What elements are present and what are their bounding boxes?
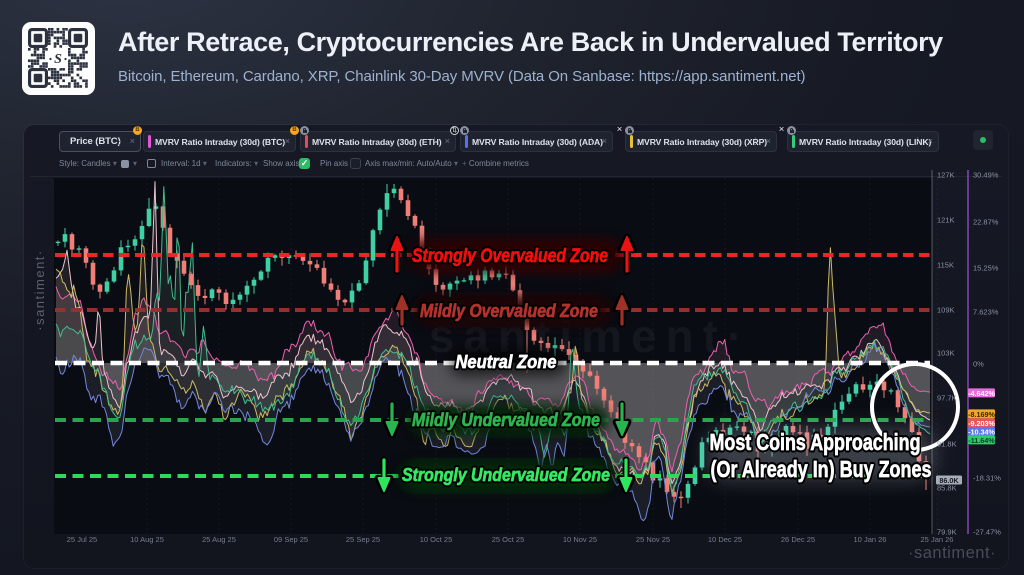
svg-text:25 Jan 26: 25 Jan 26 (921, 535, 954, 544)
svg-text:10 Jan 26: 10 Jan 26 (854, 535, 887, 544)
svg-text:09 Sep 25: 09 Sep 25 (274, 535, 308, 544)
svg-text:-27.47%: -27.47% (973, 528, 1001, 537)
svg-text:S: S (54, 52, 62, 67)
svg-text:25 Sep 25: 25 Sep 25 (346, 535, 380, 544)
svg-text:Mildly Overvalued Zone: Mildly Overvalued Zone (420, 301, 598, 321)
svg-text:·santiment·: ·santiment· (908, 544, 996, 562)
svg-text:85.8K: 85.8K (937, 484, 957, 493)
svg-text:-10.34%: -10.34% (968, 427, 995, 436)
svg-text:-8.169%: -8.169% (968, 410, 995, 419)
svg-text:127K: 127K (937, 171, 955, 180)
svg-text:25 Nov 25: 25 Nov 25 (636, 535, 670, 544)
svg-text:-9.203%: -9.203% (968, 419, 995, 428)
svg-text:10 Oct 25: 10 Oct 25 (420, 535, 453, 544)
svg-text:97.7K: 97.7K (937, 394, 957, 403)
svg-text:10 Nov 25: 10 Nov 25 (563, 535, 597, 544)
svg-text:(Or Already In) Buy Zones: (Or Already In) Buy Zones (711, 456, 932, 482)
svg-text:·santiment·: ·santiment· (32, 249, 47, 331)
svg-text:22.87%: 22.87% (973, 218, 999, 227)
svg-text:-4.642%: -4.642% (968, 389, 995, 398)
svg-text:Strongly Overvalued Zone: Strongly Overvalued Zone (412, 246, 608, 267)
svg-text:10 Dec 25: 10 Dec 25 (708, 535, 742, 544)
svg-text:91.8K: 91.8K (937, 440, 957, 449)
svg-text:Mildly Overvalued Zone: Mildly Overvalued Zone (420, 301, 598, 321)
svg-text:Strongly Undervalued Zone: Strongly Undervalued Zone (402, 465, 610, 485)
svg-text:7.623%: 7.623% (973, 308, 999, 317)
svg-text:-11.64%: -11.64% (968, 436, 995, 445)
svg-text:26 Dec 25: 26 Dec 25 (781, 535, 815, 544)
svg-text:Strongly Overvalued Zone: Strongly Overvalued Zone (412, 246, 608, 267)
svg-text:15.25%: 15.25% (973, 264, 999, 273)
svg-text:Most Coins Approaching: Most Coins Approaching (710, 429, 921, 455)
svg-text:Mildly Undervalued Zone: Mildly Undervalued Zone (412, 410, 600, 430)
svg-text:25 Jul 25: 25 Jul 25 (67, 535, 97, 544)
svg-text:25 Oct 25: 25 Oct 25 (492, 535, 525, 544)
svg-text:Most Coins Approaching: Most Coins Approaching (710, 429, 921, 455)
svg-text:0%: 0% (973, 360, 984, 369)
svg-text:Neutral Zone: Neutral Zone (456, 352, 557, 372)
svg-text:Mildly Undervalued Zone: Mildly Undervalued Zone (412, 410, 600, 430)
svg-text:(Or Already In) Buy Zones: (Or Already In) Buy Zones (711, 456, 932, 482)
svg-text:Strongly Undervalued Zone: Strongly Undervalued Zone (402, 465, 610, 485)
svg-text:25 Aug 25: 25 Aug 25 (202, 535, 236, 544)
svg-text:86.0K: 86.0K (939, 476, 959, 485)
svg-text:115K: 115K (937, 261, 954, 270)
svg-text:103K: 103K (937, 349, 955, 358)
svg-text:109K: 109K (937, 306, 955, 315)
svg-text:79.9K: 79.9K (937, 528, 957, 537)
svg-text:30.49%: 30.49% (973, 171, 999, 180)
svg-text:121K: 121K (937, 216, 955, 225)
svg-text:-18.31%: -18.31% (973, 474, 1001, 483)
svg-text:10 Aug 25: 10 Aug 25 (130, 535, 164, 544)
svg-text:Neutral Zone: Neutral Zone (456, 352, 557, 372)
